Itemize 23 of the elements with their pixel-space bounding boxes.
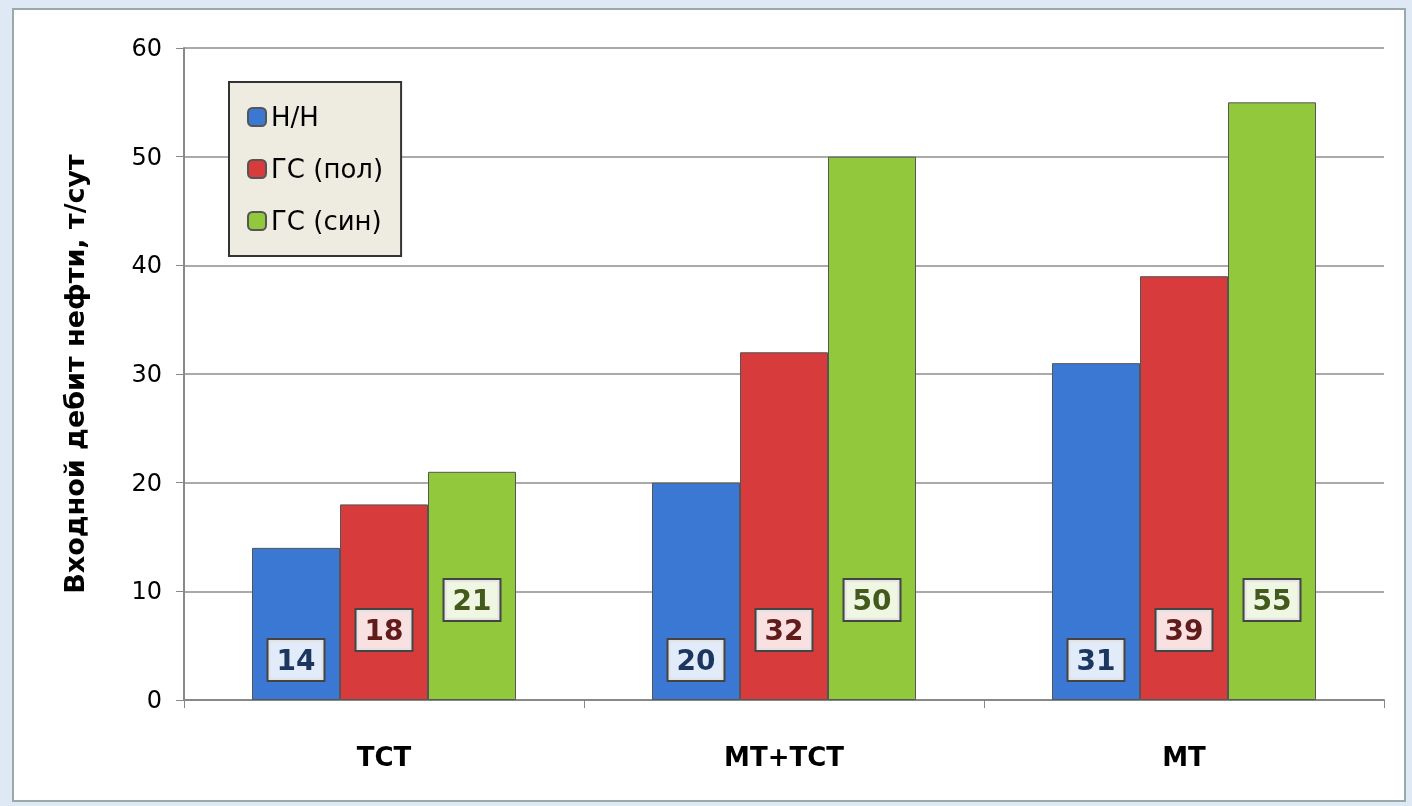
- y-axis-title: Входной дебит нефти, т/сут: [59, 153, 90, 594]
- y-tick-label: 0: [146, 686, 162, 714]
- data-label: 55: [1252, 583, 1292, 617]
- x-tick-label: ТСТ: [356, 742, 412, 772]
- y-tick-label: 60: [131, 34, 162, 62]
- data-label: 39: [1164, 613, 1204, 647]
- data-label: 18: [364, 613, 404, 647]
- y-tick-label: 20: [131, 468, 162, 497]
- data-label: 31: [1076, 643, 1116, 677]
- data-label: 14: [276, 643, 316, 677]
- data-label: 21: [452, 583, 492, 617]
- data-label: 20: [676, 643, 716, 677]
- y-tick-label: 10: [131, 577, 162, 606]
- x-tick-label: МТ+ТСТ: [724, 742, 845, 772]
- legend-label: ГС (пол): [271, 154, 384, 184]
- data-label: 50: [852, 583, 892, 617]
- data-label: 32: [764, 613, 804, 647]
- y-tick-label: 40: [131, 251, 162, 280]
- y-tick-label: 50: [131, 142, 162, 171]
- x-tick-label: МТ: [1162, 742, 1207, 772]
- legend-label: Н/Н: [271, 102, 319, 132]
- legend-label: ГС (син): [271, 206, 382, 236]
- y-tick-label: 30: [131, 360, 162, 388]
